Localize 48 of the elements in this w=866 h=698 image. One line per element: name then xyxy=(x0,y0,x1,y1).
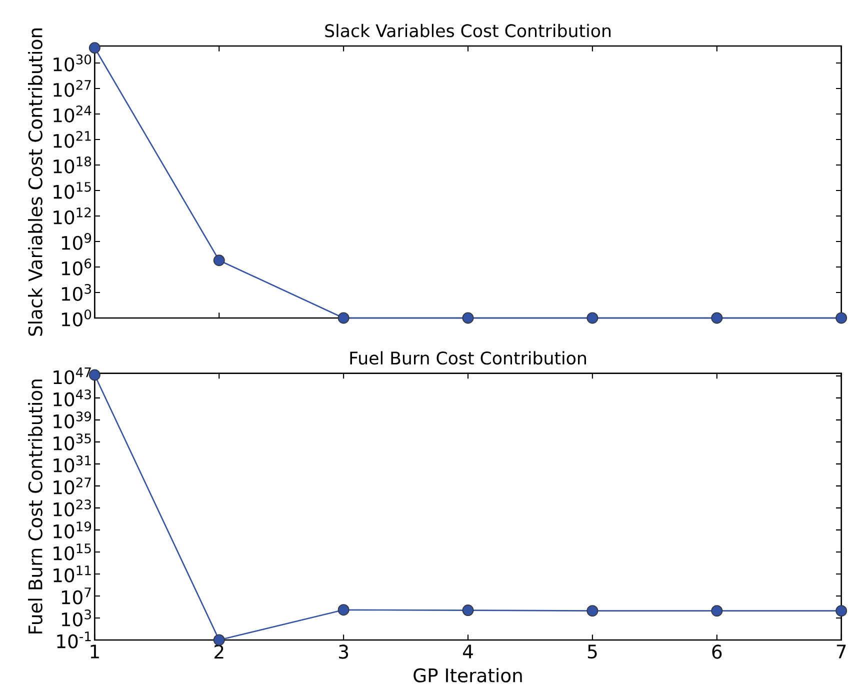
x-tick-label: 5 xyxy=(588,644,597,659)
y-tick-label: 10$^{12}$ xyxy=(54,208,91,224)
y-tick-label: 10$^{23}$ xyxy=(54,499,91,516)
y-axis-title: Slack Variables Cost Contribution xyxy=(28,28,42,336)
point xyxy=(338,604,350,616)
y-tick-label: 10$^{47}$ xyxy=(54,368,91,384)
y-tick-label: 10$^{3}$ xyxy=(62,610,91,626)
y-tick-label: 10$^{9}$ xyxy=(62,233,92,250)
point xyxy=(213,634,225,646)
point xyxy=(836,605,848,617)
y-tick-label: 10$^{19}$ xyxy=(54,521,92,538)
point xyxy=(586,605,598,617)
y-tick-label: 10$^{31}$ xyxy=(54,455,91,472)
point xyxy=(711,605,723,617)
y-tick-label: 10$^{35}$ xyxy=(54,433,91,450)
x-axis-title: GP Iteration xyxy=(414,668,522,682)
y-tick-label: 10$^{30}$ xyxy=(54,54,92,72)
y-axis-title: Fuel Burn Cost Contribution xyxy=(28,380,42,634)
y-tick-label: 10$^{15}$ xyxy=(54,182,91,199)
y-tick-label: 10$^{43}$ xyxy=(54,389,91,406)
y-tick-label: 10$^{24}$ xyxy=(54,106,92,122)
point xyxy=(586,312,598,324)
y-tick-label: 10$^{6}$ xyxy=(62,258,92,276)
y-tick-label: 10$^{27}$ xyxy=(54,80,91,97)
y-tick-label: 10$^{7}$ xyxy=(62,588,91,604)
y-tick-label: 10$^{-1}$ xyxy=(57,632,91,648)
y-tick-label: 10$^{11}$ xyxy=(54,566,91,582)
x-tick-label: 1 xyxy=(90,644,99,658)
chart-title: Slack Variables Cost Contribution xyxy=(325,24,610,38)
x-tick-label: 7 xyxy=(836,644,846,658)
y-tick-label: 10$^{18}$ xyxy=(54,156,92,174)
y-tick-label: 10$^{3}$ xyxy=(62,284,91,301)
y-tick-label: 10$^{21}$ xyxy=(54,131,91,148)
point xyxy=(836,312,848,324)
y-tick-label: 10$^{15}$ xyxy=(54,544,91,560)
y-tick-label: 10$^{39}$ xyxy=(54,411,92,428)
point xyxy=(462,604,474,616)
chart-title: Fuel Burn Cost Contribution xyxy=(350,351,586,365)
y-tick-label: 10$^{0}$ xyxy=(62,310,92,326)
x-tick-label: 4 xyxy=(462,644,473,658)
point xyxy=(711,312,723,324)
point xyxy=(338,312,350,324)
y-tick-label: 10$^{27}$ xyxy=(54,477,91,494)
x-tick-label: 3 xyxy=(339,644,348,659)
point xyxy=(88,42,100,54)
point xyxy=(462,312,474,324)
x-tick-label: 6 xyxy=(712,644,722,659)
point xyxy=(213,254,225,266)
